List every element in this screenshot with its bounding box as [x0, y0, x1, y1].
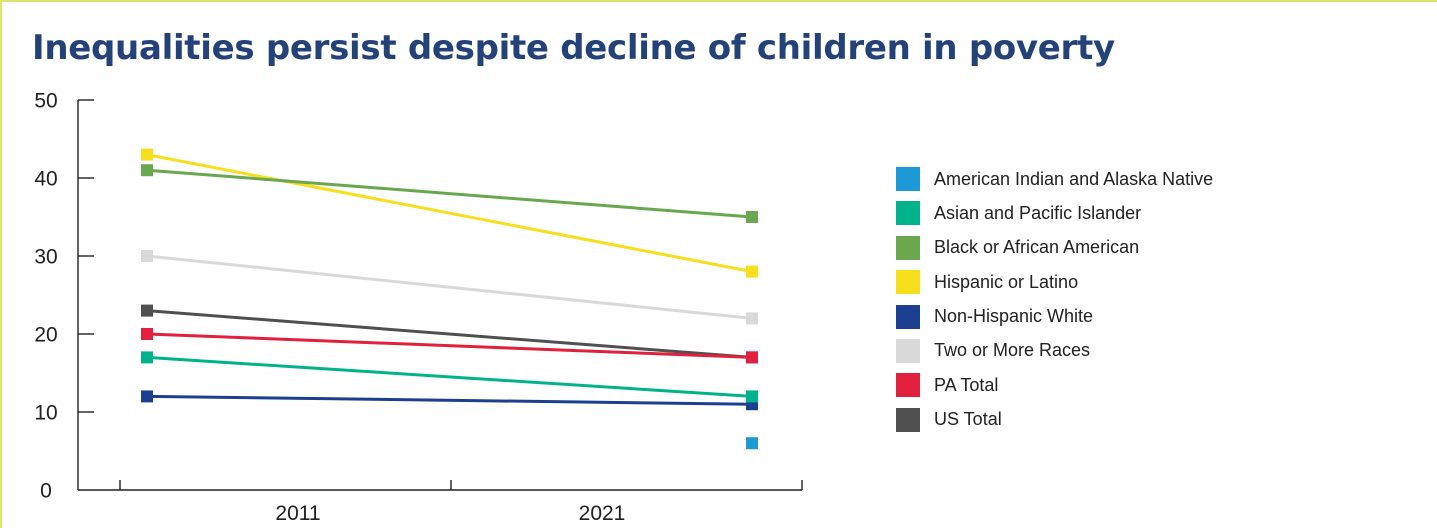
series-line: [146, 394, 753, 406]
data-point: [141, 328, 153, 340]
series-line: [146, 254, 753, 320]
y-tick-label: 40: [34, 168, 57, 191]
data-point: [746, 351, 758, 364]
y-tick-label: 20: [34, 324, 57, 347]
data-point: [141, 250, 153, 262]
legend-label: Hispanic or Latino: [934, 271, 1079, 292]
legend-item: Non-Hispanic White: [896, 304, 1213, 330]
y-tick-label: 30: [34, 246, 57, 269]
series-line: [146, 332, 753, 359]
y-tick-label: 0: [40, 480, 52, 503]
legend-swatch: [896, 235, 920, 260]
series-line: [146, 153, 753, 274]
legend-item: American Indian and Alaska Native: [896, 166, 1213, 192]
series-lines: [146, 153, 753, 406]
series-line: [146, 168, 753, 219]
legend-label: Black or African American: [934, 237, 1140, 258]
data-point: [746, 211, 758, 223]
x-tick-label: 2021: [579, 502, 626, 525]
legend-item: Black or African American: [896, 235, 1213, 261]
data-point: [141, 304, 153, 317]
data-point: [141, 390, 153, 403]
legend-label: PA Total: [934, 374, 999, 395]
data-point: [141, 148, 153, 161]
legend-item: PA Total: [896, 372, 1213, 398]
data-point: [141, 164, 153, 177]
legend-swatch: [896, 373, 920, 398]
chart-title: Inequalities persist despite decline of …: [32, 28, 1115, 68]
legend-item: Asian and Pacific Islander: [896, 200, 1213, 226]
legend-item: Hispanic or Latino: [896, 269, 1213, 295]
data-point: [746, 437, 758, 450]
legend-label: American Indian and Alaska Native: [934, 168, 1214, 189]
y-tick-label: 10: [34, 402, 57, 425]
legend-swatch: [896, 201, 920, 226]
legend-label: Non-Hispanic White: [934, 306, 1094, 327]
data-point: [746, 312, 758, 325]
legend-label: US Total: [934, 409, 1002, 430]
legend-item: Two or More Races: [896, 338, 1213, 364]
legend-swatch: [896, 338, 920, 363]
legend-swatch: [896, 304, 920, 329]
legend: American Indian and Alaska Native Asian a…: [896, 166, 1213, 441]
x-tick-label: 2011: [275, 502, 320, 525]
legend-label: Asian and Pacific Islander: [934, 202, 1142, 223]
legend-swatch: [896, 270, 920, 295]
y-axis: 0 10 20 30 40 50: [34, 90, 94, 503]
data-point: [141, 351, 153, 364]
legend-swatch: [896, 407, 920, 432]
x-axis: 2011 2021: [78, 480, 803, 525]
legend-swatch: [896, 167, 920, 191]
series-line: [146, 355, 753, 398]
series-line: [146, 309, 753, 359]
data-point: [746, 265, 758, 278]
y-tick-label: 50: [34, 90, 57, 113]
legend-label: Two or More Races: [934, 340, 1091, 361]
series-markers: [141, 148, 758, 450]
legend-item: US Total: [896, 407, 1213, 433]
data-point: [746, 390, 758, 403]
